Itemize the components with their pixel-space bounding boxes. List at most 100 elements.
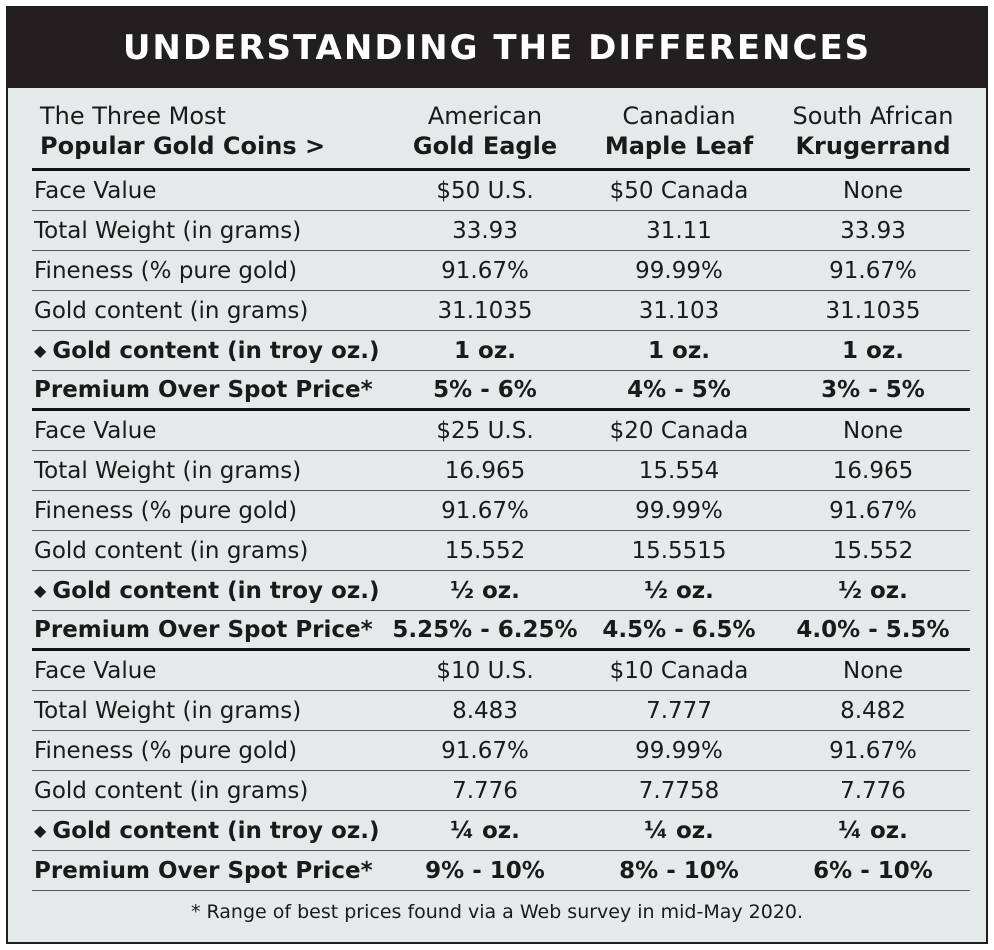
table-cell: 91.67% [441,737,529,764]
table-cell: 8% - 10% [619,857,739,884]
table-cell: $25 U.S. [436,417,534,444]
table-cell: 31.103 [638,297,720,324]
column-header-krugerrand: South African Krugerrand [776,101,970,161]
table-cell: None [842,657,903,684]
table-cell: $10 U.S. [436,657,534,684]
table-cell: 4.5% - 6.5% [602,616,756,643]
table-cell: 4.0% - 5.5% [796,616,950,643]
table-cell: 7.776 [840,777,906,804]
row-label: Face Value [32,658,388,684]
header-label-line2: Popular Gold Coins > [40,132,326,160]
row-label: Premium Over Spot Price* [32,858,388,884]
table-row-premium-over-spot: Premium Over Spot Price* 5% - 6% 4% - 5% 3%… [32,371,970,411]
row-label: ◆ Gold content (in troy oz.) [32,338,388,364]
row-label: Total Weight (in grams) [32,458,388,484]
row-label-text: Total Weight (in grams) [34,697,302,724]
table-row-face-value: Face Value $50 U.S. $50 Canada None [32,171,970,211]
row-label: Fineness (% pure gold) [32,738,388,764]
row-label-text: Gold content (in troy oz.) [52,577,380,604]
table-cell: 33.93 [840,217,906,244]
column-header-line2: Maple Leaf [604,132,754,160]
table-header-row: The Three Most Popular Gold Coins > Amer… [32,94,970,171]
header-row-label: The Three Most Popular Gold Coins > [32,101,388,161]
row-label: ◆ Gold content (in troy oz.) [32,578,388,604]
table-cell: 91.67% [441,257,529,284]
row-label-text: Total Weight (in grams) [34,457,302,484]
column-header-maple-leaf: Canadian Maple Leaf [582,101,776,161]
column-header-line2: Gold Eagle [412,132,558,160]
row-label-text: Gold content (in grams) [34,777,309,804]
row-label: Gold content (in grams) [32,298,388,324]
table-row-fineness: Fineness (% pure gold) 91.67% 99.99% 91.67% [32,251,970,291]
table-row-face-value: Face Value $10 U.S. $10 Canada None [32,651,970,691]
table-cell: $20 Canada [609,417,749,444]
row-label-text: Premium Over Spot Price* [34,616,373,643]
row-label: ◆ Gold content (in troy oz.) [32,818,388,844]
table-cell: $50 Canada [609,177,749,204]
table-row-gold-content-troy-oz: ◆ Gold content (in troy oz.) ¼ oz. ¼ oz. ¼ o… [32,811,970,851]
row-label: Premium Over Spot Price* [32,377,388,403]
table-cell: 15.552 [832,537,914,564]
table-cell: 99.99% [635,737,723,764]
row-label-text: Face Value [34,417,157,444]
table-cell: 4% - 5% [627,376,731,403]
row-label-text: Face Value [34,177,157,204]
row-label-text: Premium Over Spot Price* [34,857,373,884]
table-cell: 7.776 [452,777,518,804]
row-label-text: Gold content (in grams) [34,297,309,324]
diamond-bullet-icon: ◆ [34,580,47,600]
table-row-total-weight: Total Weight (in grams) 8.483 7.777 8.482 [32,691,970,731]
table-row-premium-over-spot: Premium Over Spot Price* 9% - 10% 8% - 10%… [32,851,970,891]
row-label: Total Weight (in grams) [32,218,388,244]
coin-comparison-table: The Three Most Popular Gold Coins > Amer… [32,94,970,891]
column-header-gold-eagle: American Gold Eagle [388,101,582,161]
table-row-gold-content-grams: Gold content (in grams) 31.1035 31.103 31.1… [32,291,970,331]
table-row-premium-over-spot: Premium Over Spot Price* 5.25% - 6.25% 4.5… [32,611,970,651]
table-cell: 91.67% [829,257,917,284]
table-row-total-weight: Total Weight (in grams) 16.965 15.554 16.96… [32,451,970,491]
row-label: Face Value [32,178,388,204]
table-cell: $10 Canada [609,657,749,684]
row-label: Premium Over Spot Price* [32,617,388,643]
row-label: Fineness (% pure gold) [32,258,388,284]
table-cell: None [842,177,903,204]
table-row-gold-content-grams: Gold content (in grams) 7.776 7.7758 7.776 [32,771,970,811]
table-cell: 9% - 10% [425,857,545,884]
table-cell: 99.99% [635,497,723,524]
table-cell: ½ oz. [644,577,714,604]
row-label-text: Fineness (% pure gold) [34,497,298,524]
table-cell: 6% - 10% [813,857,933,884]
row-label-text: Total Weight (in grams) [34,217,302,244]
table-cell: 3% - 5% [821,376,925,403]
table-row-gold-content-troy-oz: ◆ Gold content (in troy oz.) 1 oz. 1 oz. 1 o… [32,331,970,371]
table-cell: 1 oz. [454,337,516,364]
row-label: Gold content (in grams) [32,778,388,804]
table-cell: None [842,417,903,444]
table-cell: 16.965 [832,457,914,484]
table-cell: ½ oz. [450,577,520,604]
table-cell: ¼ oz. [644,817,714,844]
table-cell: 5.25% - 6.25% [392,616,578,643]
row-label-text: Face Value [34,657,157,684]
row-label-text: Premium Over Spot Price* [34,376,373,403]
table-cell: 91.67% [829,497,917,524]
column-header-line1: Canadian [622,102,736,130]
row-label: Fineness (% pure gold) [32,498,388,524]
comparison-panel: UNDERSTANDING THE DIFFERENCES The Three … [6,6,988,944]
table-cell: 33.93 [452,217,518,244]
table-row-fineness: Fineness (% pure gold) 91.67% 99.99% 91.67% [32,491,970,531]
table-body: Face Value $50 U.S. $50 Canada None Total We… [32,171,970,891]
diamond-bullet-icon: ◆ [34,340,47,360]
table-cell: 99.99% [635,257,723,284]
row-label-text: Gold content (in troy oz.) [52,337,380,364]
table-cell: 91.67% [441,497,529,524]
row-label-text: Gold content (in troy oz.) [52,817,380,844]
table-row-fineness: Fineness (% pure gold) 91.67% 99.99% 91.67% [32,731,970,771]
row-label: Total Weight (in grams) [32,698,388,724]
table-cell: 15.554 [638,457,720,484]
row-label-text: Fineness (% pure gold) [34,257,298,284]
table-cell: 7.7758 [638,777,720,804]
table-cell: ¼ oz. [450,817,520,844]
table-cell: 31.1035 [437,297,533,324]
table-cell: 1 oz. [648,337,710,364]
